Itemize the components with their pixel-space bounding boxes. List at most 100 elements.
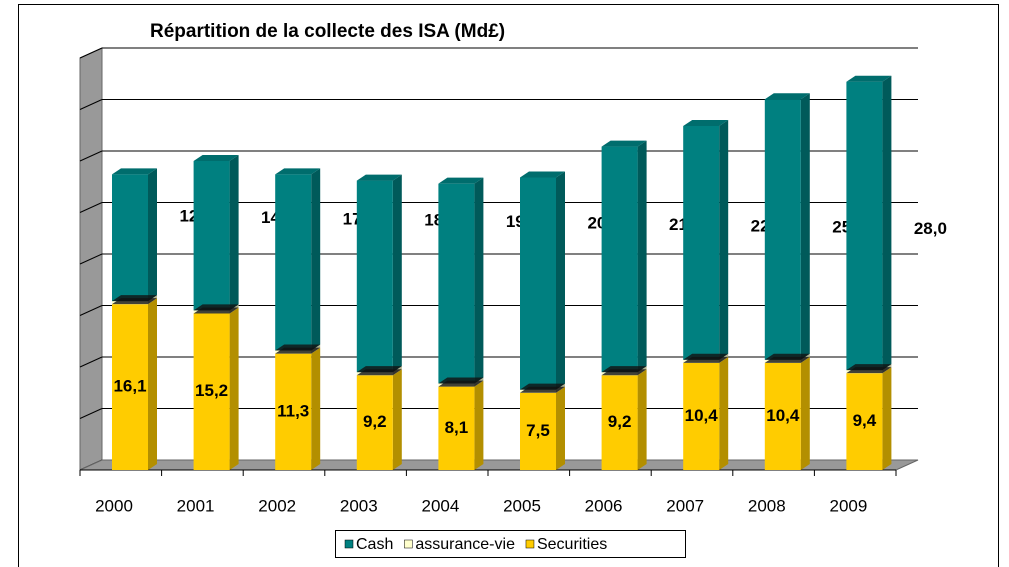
bar-top bbox=[846, 75, 892, 82]
value-label: 28,0 bbox=[914, 219, 947, 238]
legend: Cash assurance-vie Securities bbox=[335, 530, 686, 558]
bar bbox=[275, 353, 312, 470]
bar-top bbox=[112, 168, 157, 175]
x-tick-label: 2002 bbox=[258, 496, 296, 515]
bar-side bbox=[800, 93, 810, 360]
bar-side bbox=[474, 380, 484, 470]
segment-edge bbox=[520, 383, 565, 390]
bar-side bbox=[392, 369, 402, 470]
bar-top bbox=[520, 171, 565, 178]
legend-label: Securities bbox=[537, 536, 607, 553]
bar-side bbox=[474, 177, 484, 384]
bar bbox=[356, 375, 393, 470]
segment-edge bbox=[601, 366, 647, 373]
bar bbox=[112, 174, 148, 302]
x-tick-label: 2009 bbox=[829, 496, 867, 515]
value-label: 11,3 bbox=[277, 401, 309, 420]
grid-line-side bbox=[79, 356, 103, 368]
bar-side bbox=[719, 119, 729, 360]
value-label: 10,4 bbox=[685, 406, 719, 425]
bar-side bbox=[637, 369, 647, 470]
bar-side bbox=[311, 168, 321, 351]
value-label: 16,1 bbox=[113, 377, 146, 396]
grid-line-side bbox=[79, 305, 103, 316]
bar bbox=[683, 362, 720, 470]
value-label: 7,5 bbox=[526, 421, 550, 440]
grid-line-side bbox=[79, 408, 103, 419]
grid-line-side bbox=[79, 202, 103, 213]
x-tick-label: 2008 bbox=[748, 496, 786, 515]
bar bbox=[275, 174, 312, 351]
grid-line-side bbox=[79, 47, 103, 59]
chart-border bbox=[18, 4, 999, 567]
segment-edge bbox=[112, 295, 157, 302]
bar-side bbox=[882, 75, 892, 371]
bar-top bbox=[683, 119, 729, 126]
segment-edge bbox=[764, 353, 810, 360]
grid-line-side bbox=[79, 150, 103, 162]
segment-edge bbox=[275, 344, 321, 351]
x-tick-label: 2004 bbox=[421, 496, 459, 515]
value-label: 10,4 bbox=[766, 406, 800, 425]
bar bbox=[112, 304, 148, 470]
bar bbox=[520, 177, 556, 390]
bar bbox=[846, 81, 883, 371]
bar-side bbox=[882, 367, 892, 470]
bar bbox=[601, 146, 638, 373]
x-tick-label: 2003 bbox=[340, 496, 378, 515]
x-tick-label: 2007 bbox=[666, 496, 704, 515]
bar-side bbox=[556, 386, 565, 470]
bar-side bbox=[229, 155, 239, 311]
bar bbox=[764, 362, 801, 470]
value-label: 8,1 bbox=[445, 418, 469, 437]
bar-top bbox=[356, 174, 402, 181]
bar-top bbox=[438, 177, 484, 184]
bar-side bbox=[148, 168, 157, 302]
bar-top bbox=[601, 140, 647, 147]
bar bbox=[193, 313, 230, 470]
bar-side bbox=[637, 140, 647, 373]
bar-side bbox=[148, 298, 157, 470]
grid-line-side bbox=[79, 99, 103, 110]
bar bbox=[356, 180, 393, 373]
x-tick-label: 2006 bbox=[585, 496, 623, 515]
bar-side bbox=[556, 171, 565, 390]
bar bbox=[438, 386, 475, 470]
x-tick-label: 2005 bbox=[503, 496, 541, 515]
segment-edge bbox=[438, 377, 484, 384]
bar-side bbox=[229, 307, 239, 470]
bar bbox=[601, 375, 638, 470]
legend-swatch bbox=[525, 539, 535, 549]
bar-top bbox=[275, 168, 321, 175]
bar-side bbox=[392, 174, 402, 373]
bar-side bbox=[311, 347, 321, 470]
value-label: 9,2 bbox=[608, 412, 632, 431]
bar-top bbox=[764, 93, 810, 100]
value-label: 15,2 bbox=[195, 381, 228, 400]
grid-line-side bbox=[79, 253, 103, 265]
segment-edge bbox=[356, 366, 402, 373]
bar bbox=[438, 183, 475, 384]
segment-edge bbox=[846, 364, 892, 371]
bar bbox=[520, 392, 556, 470]
bar bbox=[193, 161, 230, 311]
legend-swatch bbox=[404, 539, 413, 549]
value-label: 9,4 bbox=[853, 411, 877, 430]
bar bbox=[764, 99, 801, 360]
legend-swatch bbox=[344, 539, 354, 549]
legend-label: assurance-vie bbox=[415, 536, 515, 553]
bar-side bbox=[800, 356, 810, 470]
legend-box bbox=[335, 530, 686, 558]
legend-label: Cash bbox=[356, 536, 393, 553]
bar bbox=[846, 373, 883, 470]
bar bbox=[683, 125, 720, 360]
x-tick-label: 2001 bbox=[177, 496, 215, 515]
segment-edge bbox=[683, 353, 729, 360]
chart-title: Répartition de la collecte des ISA (Md£) bbox=[150, 21, 505, 42]
value-label: 9,2 bbox=[363, 412, 387, 431]
bar-top bbox=[193, 155, 239, 161]
x-tick-label: 2000 bbox=[95, 496, 133, 515]
bar-side bbox=[719, 356, 729, 470]
segment-edge bbox=[193, 304, 239, 311]
